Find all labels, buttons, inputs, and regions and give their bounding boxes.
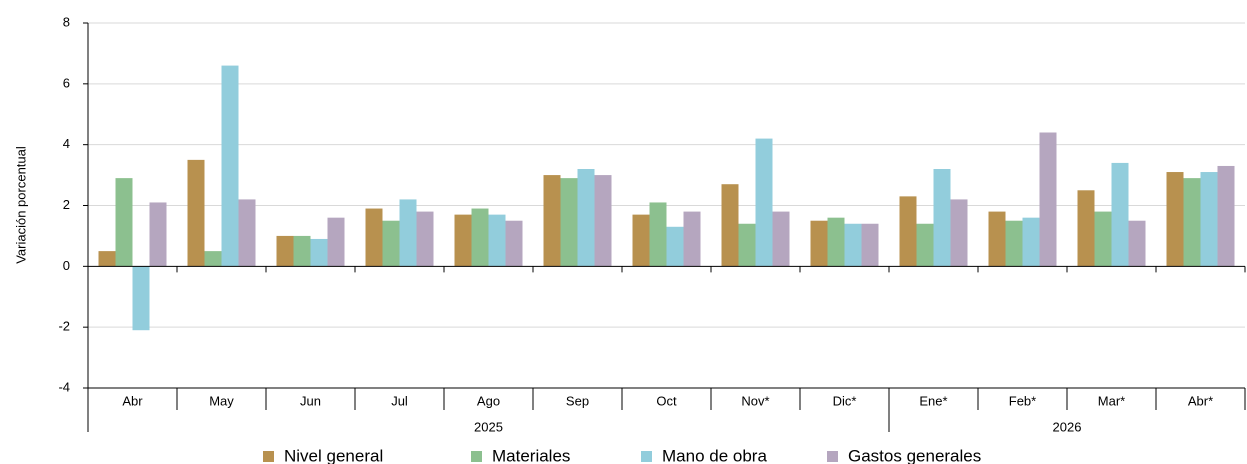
bar [399, 199, 417, 267]
bar [382, 220, 400, 267]
x-tick-label: Oct [656, 393, 677, 408]
bar [310, 238, 328, 267]
bar [827, 217, 845, 267]
bar [1217, 165, 1235, 267]
bar [1111, 162, 1129, 267]
y-tick-label: 2 [63, 197, 70, 212]
bar [950, 199, 968, 267]
bar [632, 214, 650, 267]
bar [204, 251, 222, 267]
bar [1022, 217, 1040, 267]
legend-label: Mano de obra [662, 446, 767, 464]
bar [543, 175, 561, 267]
bar [738, 223, 756, 267]
bar [666, 226, 684, 267]
bar [721, 184, 739, 267]
bar [772, 211, 790, 267]
x-tick-label: Ene* [919, 393, 947, 408]
legend-swatch [471, 451, 482, 462]
x-tick-label: May [209, 393, 234, 408]
bar [187, 159, 205, 267]
group-label: 2025 [474, 419, 503, 434]
bar [810, 220, 828, 267]
y-tick-label: -2 [58, 319, 70, 334]
bar [132, 266, 150, 331]
bar [1077, 190, 1095, 267]
bar [327, 217, 345, 267]
bar [471, 208, 489, 267]
x-tick-label: Jun [300, 393, 321, 408]
legend-swatch [827, 451, 838, 462]
bar [98, 251, 116, 267]
bar [149, 202, 167, 267]
x-tick-label: Abr [122, 393, 143, 408]
group-label: 2026 [1053, 419, 1082, 434]
bar [1005, 220, 1023, 267]
bar [755, 138, 773, 267]
y-tick-label: 0 [63, 258, 70, 273]
y-tick-label: 8 [63, 14, 70, 29]
bar [505, 220, 523, 267]
x-tick-label: Nov* [741, 393, 769, 408]
bar [1039, 132, 1057, 267]
bar [649, 202, 667, 267]
bar [1094, 211, 1112, 267]
bar [844, 223, 862, 267]
bar [1183, 178, 1201, 267]
x-tick-label: Mar* [1098, 393, 1125, 408]
y-tick-label: 6 [63, 75, 70, 90]
bar [933, 169, 951, 267]
bar [1128, 220, 1146, 267]
x-tick-label: Jul [391, 393, 408, 408]
x-tick-label: Ago [477, 393, 500, 408]
bar [454, 214, 472, 267]
bar [560, 178, 578, 267]
bar [577, 169, 595, 267]
bar [861, 223, 879, 267]
bar [115, 178, 133, 267]
legend-label: Materiales [492, 446, 570, 464]
legend-label: Nivel general [284, 446, 383, 464]
x-tick-label: Feb* [1009, 393, 1036, 408]
legend-swatch [641, 451, 652, 462]
bar [594, 175, 612, 267]
bar [1200, 172, 1218, 267]
bar [488, 214, 506, 267]
legend-label: Gastos generales [848, 446, 981, 464]
bar [683, 211, 701, 267]
y-axis-label: Variación porcentual [13, 146, 28, 264]
x-tick-label: Sep [566, 393, 589, 408]
bar [988, 211, 1006, 267]
bar [276, 235, 294, 267]
y-tick-label: 4 [63, 136, 70, 151]
bar [899, 196, 917, 267]
bar [238, 199, 256, 267]
legend-swatch [263, 451, 274, 462]
y-tick-label: -4 [58, 379, 70, 394]
bar [293, 235, 311, 267]
bar [365, 208, 383, 267]
bar [221, 65, 239, 267]
x-tick-label: Abr* [1188, 393, 1213, 408]
bar [416, 211, 434, 267]
x-tick-label: Dic* [833, 393, 857, 408]
bar [916, 223, 934, 267]
bar [1166, 172, 1184, 267]
